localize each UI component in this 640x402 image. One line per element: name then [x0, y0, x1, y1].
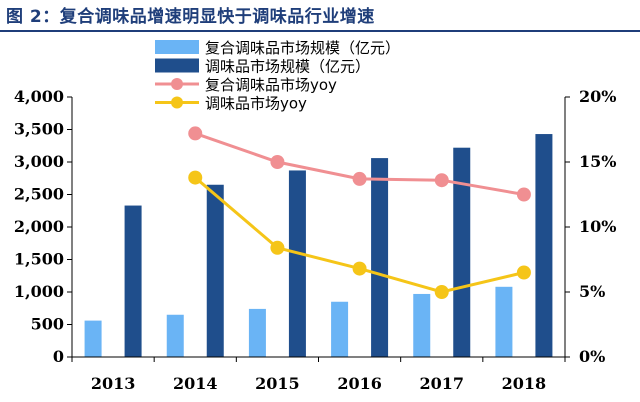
bar-total-2013 — [124, 205, 142, 357]
y-left-tick-label: 4,000 — [14, 87, 64, 106]
legend-label-0: 复合调味品市场规模（亿元） — [205, 39, 400, 57]
x-tick-label-2015: 2015 — [255, 374, 300, 393]
x-tick-label-2016: 2016 — [337, 374, 382, 393]
x-tick-label-2017: 2017 — [419, 374, 464, 393]
y-left-tick-label: 2,500 — [14, 185, 64, 204]
point-compound-yoy-4 — [516, 187, 531, 202]
bar-total-2014 — [206, 184, 224, 357]
y-left-tick-label: 3,500 — [14, 120, 64, 139]
legend-label-1: 调味品市场规模（亿元） — [205, 58, 370, 76]
y-left-tick-label: 1,500 — [14, 250, 64, 269]
legend-swatch-1 — [155, 58, 199, 73]
bar-compound-2015 — [248, 308, 266, 357]
x-tick-label-2018: 2018 — [502, 374, 547, 393]
bar-compound-2016 — [331, 301, 349, 357]
point-total-yoy-1 — [270, 240, 285, 255]
bar-total-2018 — [535, 134, 553, 357]
y-left-tick-label: 3,000 — [14, 152, 64, 171]
point-total-yoy-0 — [188, 170, 203, 185]
bar-total-2016 — [371, 158, 389, 357]
y-right-tick-label: 15% — [579, 152, 616, 171]
point-compound-yoy-2 — [352, 171, 367, 186]
bar-compound-2017 — [413, 293, 431, 357]
bar-total-2017 — [453, 147, 471, 357]
point-compound-yoy-1 — [270, 155, 285, 169]
y-right-tick-label: 20% — [579, 87, 616, 106]
x-tick-label-2013: 2013 — [91, 374, 136, 393]
point-total-yoy-3 — [434, 285, 449, 299]
legend-swatch-0 — [155, 40, 199, 54]
line-series — [188, 126, 531, 299]
legend-label-2: 复合调味品市场yoy — [205, 76, 337, 94]
legend: 复合调味品市场规模（亿元）调味品市场规模（亿元）复合调味品市场yoy调味品市场y… — [155, 39, 400, 113]
point-compound-yoy-0 — [188, 126, 203, 141]
y-right-tick-label: 5% — [579, 282, 605, 301]
y-left-tick-label: 0 — [53, 347, 64, 366]
bar-compound-2013 — [84, 320, 102, 357]
title-divider — [0, 30, 640, 32]
legend-marker-3 — [171, 96, 183, 109]
bar-compound-2018 — [495, 286, 513, 357]
bar-series — [84, 134, 553, 357]
y-left-tick-label: 2,000 — [14, 217, 64, 236]
point-compound-yoy-3 — [434, 173, 449, 188]
chart-title: 图 2：复合调味品增速明显快于调味品行业增速 — [6, 7, 375, 27]
bar-total-2015 — [288, 170, 306, 357]
axes: 0 500 1,000 1,500 2,000 2,500 3,000 3,500 4,000 0… — [14, 87, 617, 393]
bar-compound-2014 — [166, 314, 184, 357]
y-left-tick-label: 1,000 — [14, 282, 64, 301]
point-total-yoy-2 — [352, 261, 367, 276]
legend-marker-2 — [171, 78, 183, 90]
x-tick-label-2014: 2014 — [173, 374, 218, 393]
legend-label-3: 调味品市场yoy — [205, 95, 307, 113]
y-left-tick-label: 500 — [31, 315, 64, 334]
y-right-tick-label: 0% — [579, 347, 605, 366]
y-right-tick-label: 10% — [579, 217, 616, 236]
point-total-yoy-4 — [516, 265, 531, 280]
